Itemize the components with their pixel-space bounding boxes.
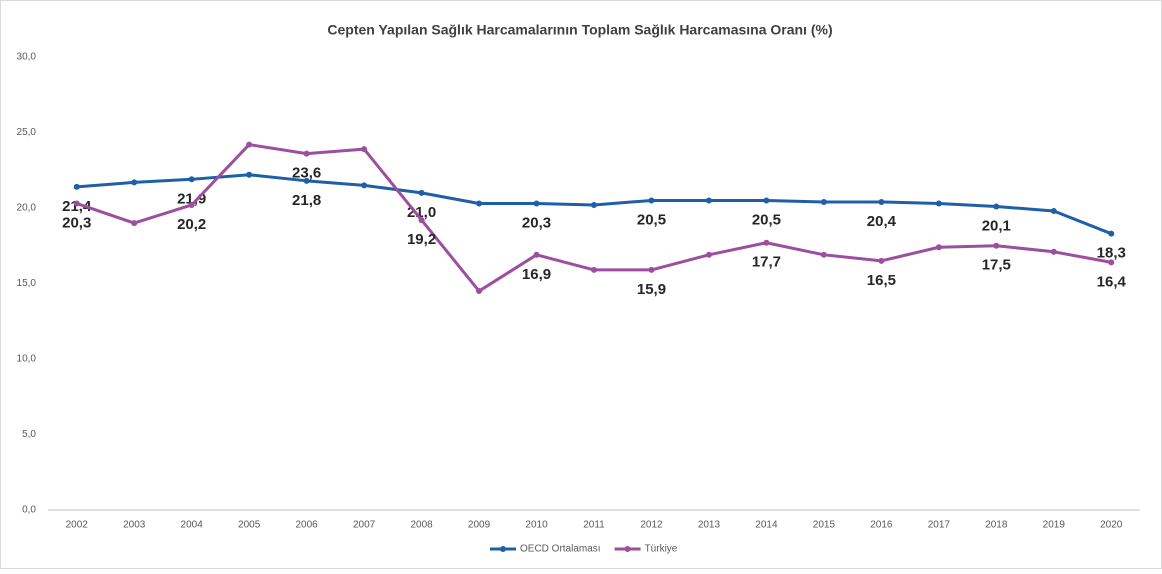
x-tick-label: 2019 bbox=[1043, 520, 1066, 531]
x-tick-label: 2018 bbox=[985, 520, 1008, 531]
data-point bbox=[73, 183, 80, 190]
data-point bbox=[418, 189, 425, 196]
data-point bbox=[188, 201, 195, 208]
legend-label: OECD Ortalaması bbox=[520, 544, 601, 555]
data-point bbox=[763, 197, 770, 204]
data-point bbox=[246, 171, 253, 178]
data-point bbox=[705, 197, 712, 204]
data-label: 18,3 bbox=[1097, 245, 1126, 262]
data-point bbox=[418, 217, 425, 224]
data-label: 23,6 bbox=[292, 165, 321, 182]
legend-label: Türkiye bbox=[645, 544, 678, 555]
data-point bbox=[820, 198, 827, 205]
data-point bbox=[591, 266, 597, 273]
data-label: 21,0 bbox=[407, 204, 436, 221]
x-tick-label: 2008 bbox=[410, 520, 433, 531]
data-point bbox=[1108, 259, 1115, 266]
y-tick-label: 30,0 bbox=[17, 52, 37, 63]
data-label: 20,2 bbox=[177, 216, 206, 233]
data-label: 21,8 bbox=[292, 192, 321, 209]
data-label: 20,1 bbox=[982, 217, 1011, 234]
x-tick-label: 2011 bbox=[583, 520, 605, 531]
x-tick-label: 2006 bbox=[296, 520, 319, 531]
data-point bbox=[246, 141, 253, 148]
data-label: 20,3 bbox=[62, 214, 91, 231]
data-point bbox=[648, 266, 655, 273]
data-point bbox=[993, 242, 1000, 249]
data-label: 16,9 bbox=[522, 266, 551, 283]
data-point bbox=[705, 251, 712, 258]
data-point bbox=[533, 251, 540, 258]
data-point bbox=[303, 177, 310, 184]
data-point bbox=[533, 200, 540, 207]
data-point bbox=[878, 257, 885, 264]
data-point bbox=[591, 201, 597, 208]
x-tick-label: 2015 bbox=[813, 520, 836, 531]
data-point bbox=[1108, 230, 1115, 237]
data-label: 17,7 bbox=[752, 254, 781, 271]
data-point bbox=[361, 146, 368, 153]
x-tick-label: 2016 bbox=[870, 520, 893, 531]
data-point bbox=[303, 150, 310, 157]
data-point bbox=[993, 203, 1000, 210]
data-point bbox=[648, 197, 655, 204]
x-tick-label: 2012 bbox=[640, 520, 663, 531]
data-label: 19,2 bbox=[407, 231, 436, 248]
data-point bbox=[73, 200, 80, 207]
x-tick-label: 2010 bbox=[525, 520, 548, 531]
data-point bbox=[878, 198, 885, 205]
y-tick-label: 15,0 bbox=[17, 278, 37, 289]
x-tick-label: 2002 bbox=[66, 520, 89, 531]
x-tick-label: 2017 bbox=[928, 520, 951, 531]
data-point bbox=[763, 239, 770, 246]
data-point bbox=[131, 220, 138, 227]
data-label: 20,5 bbox=[752, 211, 781, 228]
y-tick-label: 5,0 bbox=[22, 429, 36, 440]
data-label: 21,9 bbox=[177, 190, 206, 207]
data-point bbox=[361, 182, 368, 189]
x-tick-label: 2005 bbox=[238, 520, 261, 531]
data-point bbox=[476, 200, 483, 207]
y-tick-label: 25,0 bbox=[17, 127, 37, 138]
data-point bbox=[935, 244, 942, 251]
y-tick-label: 0,0 bbox=[22, 505, 36, 516]
data-label: 16,4 bbox=[1097, 273, 1127, 290]
data-point bbox=[188, 176, 195, 183]
data-label: 20,3 bbox=[522, 214, 551, 231]
data-point bbox=[476, 288, 483, 295]
y-tick-label: 20,0 bbox=[17, 203, 37, 214]
data-label: 17,5 bbox=[982, 257, 1011, 274]
data-label: 16,5 bbox=[867, 272, 896, 289]
data-label: 20,4 bbox=[867, 213, 897, 230]
data-point bbox=[935, 200, 942, 207]
data-label: 15,9 bbox=[637, 281, 666, 298]
data-point bbox=[820, 251, 827, 258]
legend-marker bbox=[500, 546, 506, 552]
x-tick-label: 2013 bbox=[698, 520, 721, 531]
data-label: 20,5 bbox=[637, 211, 666, 228]
legend-marker bbox=[624, 546, 631, 552]
x-tick-label: 2020 bbox=[1100, 520, 1123, 531]
x-tick-label: 2003 bbox=[123, 520, 146, 531]
x-tick-label: 2009 bbox=[468, 520, 491, 531]
data-point bbox=[1050, 248, 1057, 255]
y-tick-label: 10,0 bbox=[17, 354, 37, 365]
chart-title: Cepten Yapılan Sağlık Harcamalarının Top… bbox=[327, 22, 832, 38]
x-tick-label: 2014 bbox=[755, 520, 778, 531]
x-tick-label: 2007 bbox=[353, 520, 376, 531]
data-point bbox=[131, 179, 138, 186]
data-point bbox=[1050, 208, 1057, 215]
x-tick-label: 2004 bbox=[181, 520, 204, 531]
